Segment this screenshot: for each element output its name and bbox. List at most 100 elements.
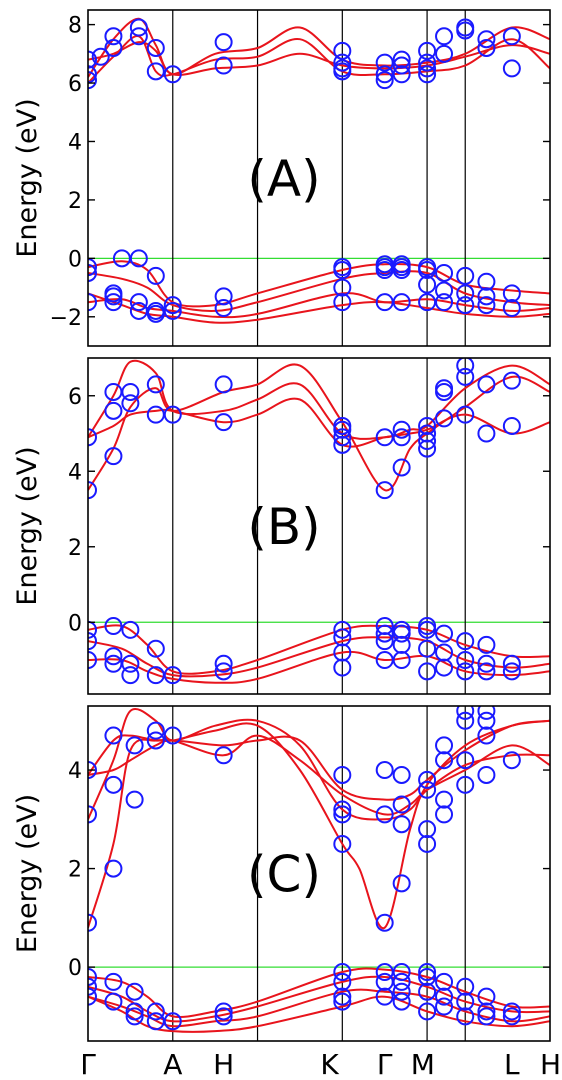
data-marker	[502, 1002, 521, 1021]
data-marker	[456, 367, 475, 386]
x-tick-label: M	[411, 1048, 435, 1080]
data-marker	[104, 27, 123, 46]
data-marker	[163, 65, 182, 84]
x-tick-label: A	[163, 1048, 182, 1080]
data-marker	[104, 293, 123, 312]
data-marker	[333, 972, 352, 991]
data-marker	[214, 654, 233, 673]
y-tick-label: 6	[68, 72, 82, 97]
data-marker	[214, 413, 233, 432]
data-marker	[477, 987, 496, 1006]
plot-frame	[87, 9, 551, 347]
data-marker	[146, 639, 165, 658]
data-marker	[435, 44, 454, 63]
data-marker	[333, 620, 352, 639]
data-marker	[456, 751, 475, 770]
band-line-valence	[88, 270, 550, 312]
data-marker	[456, 284, 475, 303]
data-marker	[333, 834, 352, 853]
data-marker	[435, 27, 454, 46]
data-marker	[435, 805, 454, 824]
data-marker	[418, 65, 437, 84]
y-tick-label: 0	[68, 611, 82, 636]
data-marker	[375, 913, 394, 932]
data-marker	[502, 416, 521, 435]
data-marker	[333, 53, 352, 72]
x-tick-label: Γ	[80, 1048, 96, 1080]
data-marker	[104, 38, 123, 57]
data-marker	[418, 820, 437, 839]
data-marker	[129, 293, 148, 312]
data-marker	[392, 795, 411, 814]
data-marker	[88, 805, 97, 824]
data-marker	[333, 428, 352, 447]
data-marker	[88, 258, 97, 277]
data-marker	[104, 647, 123, 666]
data-marker	[392, 992, 411, 1011]
data-marker	[392, 620, 411, 639]
data-marker	[214, 1007, 233, 1026]
data-marker	[121, 654, 140, 673]
data-marker	[502, 371, 521, 390]
data-marker	[88, 913, 97, 932]
data-marker	[333, 658, 352, 677]
data-marker	[418, 416, 437, 435]
data-marker	[333, 59, 352, 78]
data-marker	[502, 299, 521, 318]
y-tick-label: 6	[68, 385, 82, 410]
data-marker	[502, 284, 521, 303]
data-marker	[88, 977, 97, 996]
panel-label: (A)	[247, 150, 320, 208]
data-marker	[456, 992, 475, 1011]
data-marker	[129, 27, 148, 46]
data-marker	[91, 47, 110, 66]
data-marker	[418, 780, 437, 799]
data-marker	[392, 624, 411, 643]
panel-label: (C)	[247, 846, 321, 904]
data-marker	[456, 296, 475, 315]
y-tick-label: 4	[68, 460, 82, 485]
data-marker	[392, 420, 411, 439]
y-tick-label: 2	[68, 858, 82, 883]
data-marker	[129, 249, 148, 268]
data-marker	[88, 481, 97, 500]
x-tick-label: Γ	[377, 1048, 393, 1080]
data-marker	[456, 632, 475, 651]
y-axis-label: Energy (eV)	[12, 98, 43, 257]
data-marker	[88, 761, 97, 780]
band-line-valence	[88, 995, 550, 1033]
data-marker	[392, 982, 411, 1001]
data-marker	[146, 1002, 165, 1021]
plot-area	[88, 10, 550, 346]
data-marker	[146, 721, 165, 740]
data-marker	[392, 963, 411, 982]
data-marker	[418, 261, 437, 280]
data-marker	[392, 635, 411, 654]
x-tick-label: H	[213, 1048, 234, 1080]
data-marker	[88, 987, 97, 1006]
panel-a: 8 6 4 2 0 −2 Energy (eV) (A)	[12, 9, 551, 347]
band-line-conduction	[88, 708, 550, 821]
data-marker	[502, 1007, 521, 1026]
data-marker	[214, 746, 233, 765]
data-marker	[456, 358, 475, 375]
band-line-valence	[88, 624, 550, 675]
data-marker	[456, 266, 475, 285]
data-marker	[88, 50, 97, 69]
data-marker	[88, 428, 97, 447]
data-marker	[146, 266, 165, 285]
y-axis-label: Energy (eV)	[12, 794, 43, 953]
data-marker	[418, 1002, 437, 1021]
data-marker	[392, 50, 411, 69]
data-marker	[104, 447, 123, 466]
y-tick-label: 0	[68, 247, 82, 272]
data-marker	[333, 278, 352, 297]
y-tick-label: 2	[68, 536, 82, 561]
data-marker	[435, 790, 454, 809]
data-marker	[104, 992, 123, 1011]
data-marker	[435, 658, 454, 677]
data-marker	[477, 706, 496, 720]
data-marker	[333, 987, 352, 1006]
data-marker	[214, 33, 233, 52]
